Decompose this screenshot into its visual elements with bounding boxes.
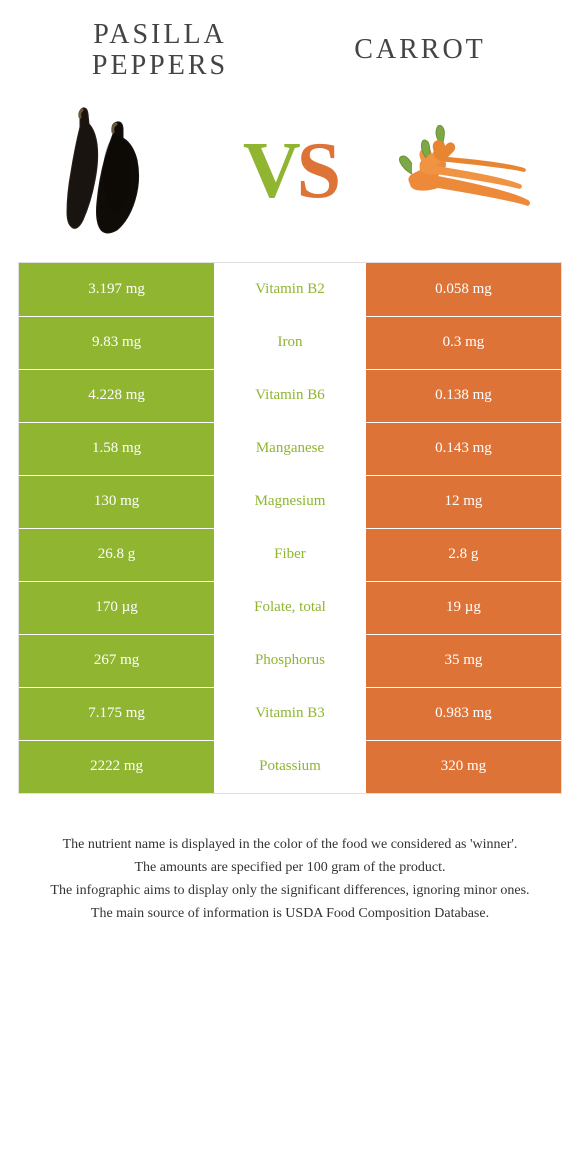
value-left: 9.83 mg	[19, 317, 214, 369]
value-left: 2222 mg	[19, 741, 214, 793]
value-right: 2.8 g	[366, 529, 561, 581]
footer-line-4: The main source of information is USDA F…	[30, 903, 550, 924]
food-left-title: Pasilla peppers	[30, 20, 290, 82]
value-right: 0.138 mg	[366, 370, 561, 422]
table-row: 1.58 mgManganese0.143 mg	[19, 422, 561, 475]
value-left: 1.58 mg	[19, 423, 214, 475]
footer-line-2: The amounts are specified per 100 gram o…	[30, 857, 550, 878]
nutrient-name: Potassium	[214, 741, 366, 793]
nutrient-table: 3.197 mgVitamin B20.058 mg9.83 mgIron0.3…	[18, 262, 562, 794]
value-right: 0.143 mg	[366, 423, 561, 475]
value-left: 267 mg	[19, 635, 214, 687]
value-right: 12 mg	[366, 476, 561, 528]
value-left: 130 mg	[19, 476, 214, 528]
nutrient-name: Fiber	[214, 529, 366, 581]
vs-label: VS	[243, 126, 337, 217]
footer-notes: The nutrient name is displayed in the co…	[0, 794, 580, 924]
nutrient-name: Manganese	[214, 423, 366, 475]
header: Pasilla peppers Carrot	[0, 0, 580, 92]
table-row: 3.197 mgVitamin B20.058 mg	[19, 263, 561, 316]
value-left: 7.175 mg	[19, 688, 214, 740]
value-left: 4.228 mg	[19, 370, 214, 422]
table-row: 4.228 mgVitamin B60.138 mg	[19, 369, 561, 422]
footer-line-1: The nutrient name is displayed in the co…	[30, 834, 550, 855]
vs-s: S	[297, 126, 338, 217]
value-left: 170 µg	[19, 582, 214, 634]
nutrient-name: Magnesium	[214, 476, 366, 528]
nutrient-name: Vitamin B2	[214, 263, 366, 316]
nutrient-name: Folate, total	[214, 582, 366, 634]
nutrient-name: Phosphorus	[214, 635, 366, 687]
value-right: 0.058 mg	[366, 263, 561, 316]
table-row: 170 µgFolate, total19 µg	[19, 581, 561, 634]
image-row: VS	[0, 92, 580, 262]
table-row: 9.83 mgIron0.3 mg	[19, 316, 561, 369]
value-right: 0.983 mg	[366, 688, 561, 740]
value-right: 320 mg	[366, 741, 561, 793]
nutrient-name: Vitamin B6	[214, 370, 366, 422]
value-right: 19 µg	[366, 582, 561, 634]
nutrient-name: Vitamin B3	[214, 688, 366, 740]
table-row: 267 mgPhosphorus35 mg	[19, 634, 561, 687]
nutrient-name: Iron	[214, 317, 366, 369]
table-row: 7.175 mgVitamin B30.983 mg	[19, 687, 561, 740]
table-row: 2222 mgPotassium320 mg	[19, 740, 561, 793]
footer-line-3: The infographic aims to display only the…	[30, 880, 550, 901]
value-right: 35 mg	[366, 635, 561, 687]
table-row: 26.8 gFiber2.8 g	[19, 528, 561, 581]
carrot-image	[390, 97, 540, 247]
food-right-title: Carrot	[290, 35, 550, 66]
value-right: 0.3 mg	[366, 317, 561, 369]
pasilla-image	[40, 97, 190, 247]
value-left: 3.197 mg	[19, 263, 214, 316]
vs-v: V	[243, 126, 297, 217]
table-row: 130 mgMagnesium12 mg	[19, 475, 561, 528]
value-left: 26.8 g	[19, 529, 214, 581]
